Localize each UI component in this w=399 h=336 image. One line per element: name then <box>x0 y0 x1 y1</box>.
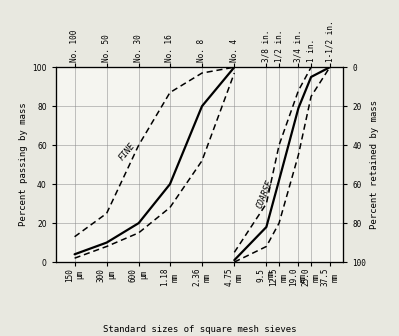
Y-axis label: Percent passing by mass: Percent passing by mass <box>19 103 28 226</box>
Text: FINE: FINE <box>118 142 137 163</box>
Text: COARSE: COARSE <box>255 178 275 210</box>
X-axis label: Standard sizes of square mesh sieves: Standard sizes of square mesh sieves <box>103 325 296 334</box>
Y-axis label: Percent retained by mass: Percent retained by mass <box>370 100 379 229</box>
